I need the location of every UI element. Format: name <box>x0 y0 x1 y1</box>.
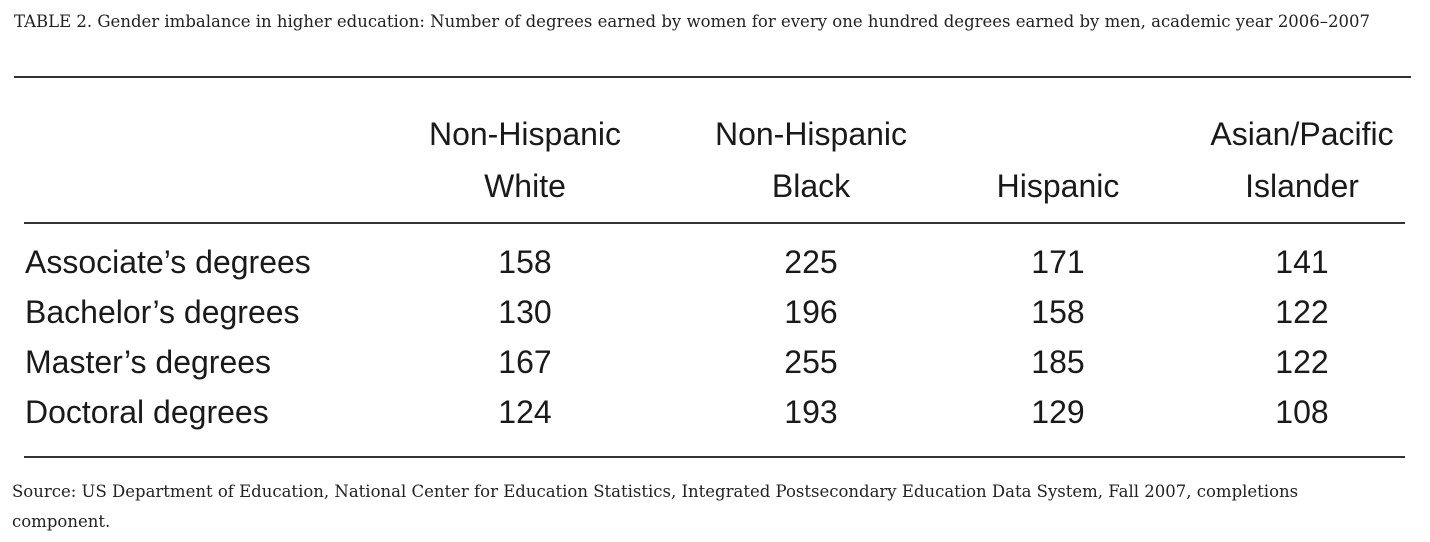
source: Source: US Department of Education, Nati… <box>12 482 1299 531</box>
column-header: Non-Hispanic <box>714 116 908 152</box>
caption: TABLE 2. Gender imbalance in higher educ… <box>14 12 1371 31</box>
cell-value: 225 <box>784 244 838 280</box>
bottom-rule <box>24 456 1405 458</box>
row-label: Doctoral degrees <box>25 394 269 430</box>
cell-value: 167 <box>498 344 552 380</box>
cell-value: 171 <box>1031 244 1085 280</box>
cell-value: 158 <box>498 244 552 280</box>
cell-value: 129 <box>1031 394 1085 430</box>
cell-value: 255 <box>784 344 838 380</box>
column-header: Non-Hispanic <box>428 116 622 152</box>
row-label: Master’s degrees <box>25 344 272 380</box>
column-header: White <box>484 168 566 204</box>
cell-value: 141 <box>1275 244 1329 280</box>
column-header: Hispanic <box>996 168 1120 204</box>
column-header: Asian/Pacific <box>1210 116 1394 152</box>
row-label: Bachelor’s degrees <box>25 294 300 330</box>
column-header: Black <box>771 168 851 204</box>
cell-value: 130 <box>498 294 552 330</box>
column-header: Islander <box>1245 168 1359 204</box>
cell-value: 122 <box>1275 294 1329 330</box>
cell-value: 158 <box>1031 294 1085 330</box>
cell-value: 185 <box>1031 344 1085 380</box>
cell-value: 193 <box>784 394 838 430</box>
cell-value: 108 <box>1275 394 1329 430</box>
top-rule <box>14 76 1411 78</box>
cell-value: 196 <box>784 294 838 330</box>
cell-value: 124 <box>498 394 552 430</box>
header-rule <box>24 222 1405 224</box>
cell-value: 122 <box>1275 344 1329 380</box>
row-label: Associate’s degrees <box>25 244 311 280</box>
